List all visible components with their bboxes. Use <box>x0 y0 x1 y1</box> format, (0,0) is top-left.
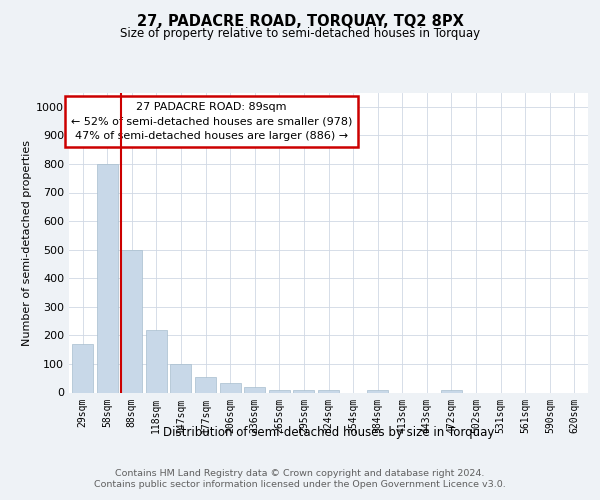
Bar <box>121 250 142 392</box>
Text: Size of property relative to semi-detached houses in Torquay: Size of property relative to semi-detach… <box>120 28 480 40</box>
Text: Contains HM Land Registry data © Crown copyright and database right 2024.: Contains HM Land Registry data © Crown c… <box>115 469 485 478</box>
Bar <box>170 364 191 392</box>
Text: Contains public sector information licensed under the Open Government Licence v3: Contains public sector information licen… <box>94 480 506 489</box>
Bar <box>244 388 265 392</box>
Bar <box>293 390 314 392</box>
Text: 27, PADACRE ROAD, TORQUAY, TQ2 8PX: 27, PADACRE ROAD, TORQUAY, TQ2 8PX <box>137 14 463 29</box>
Text: Distribution of semi-detached houses by size in Torquay: Distribution of semi-detached houses by … <box>163 426 494 439</box>
Bar <box>146 330 167 392</box>
Bar <box>195 377 216 392</box>
Bar <box>318 390 339 392</box>
Y-axis label: Number of semi-detached properties: Number of semi-detached properties <box>22 140 32 346</box>
Text: 27 PADACRE ROAD: 89sqm
← 52% of semi-detached houses are smaller (978)
47% of se: 27 PADACRE ROAD: 89sqm ← 52% of semi-det… <box>71 102 352 141</box>
Bar <box>97 164 118 392</box>
Bar <box>72 344 93 393</box>
Bar <box>220 382 241 392</box>
Bar <box>367 390 388 392</box>
Bar <box>441 390 462 392</box>
Bar <box>269 390 290 392</box>
